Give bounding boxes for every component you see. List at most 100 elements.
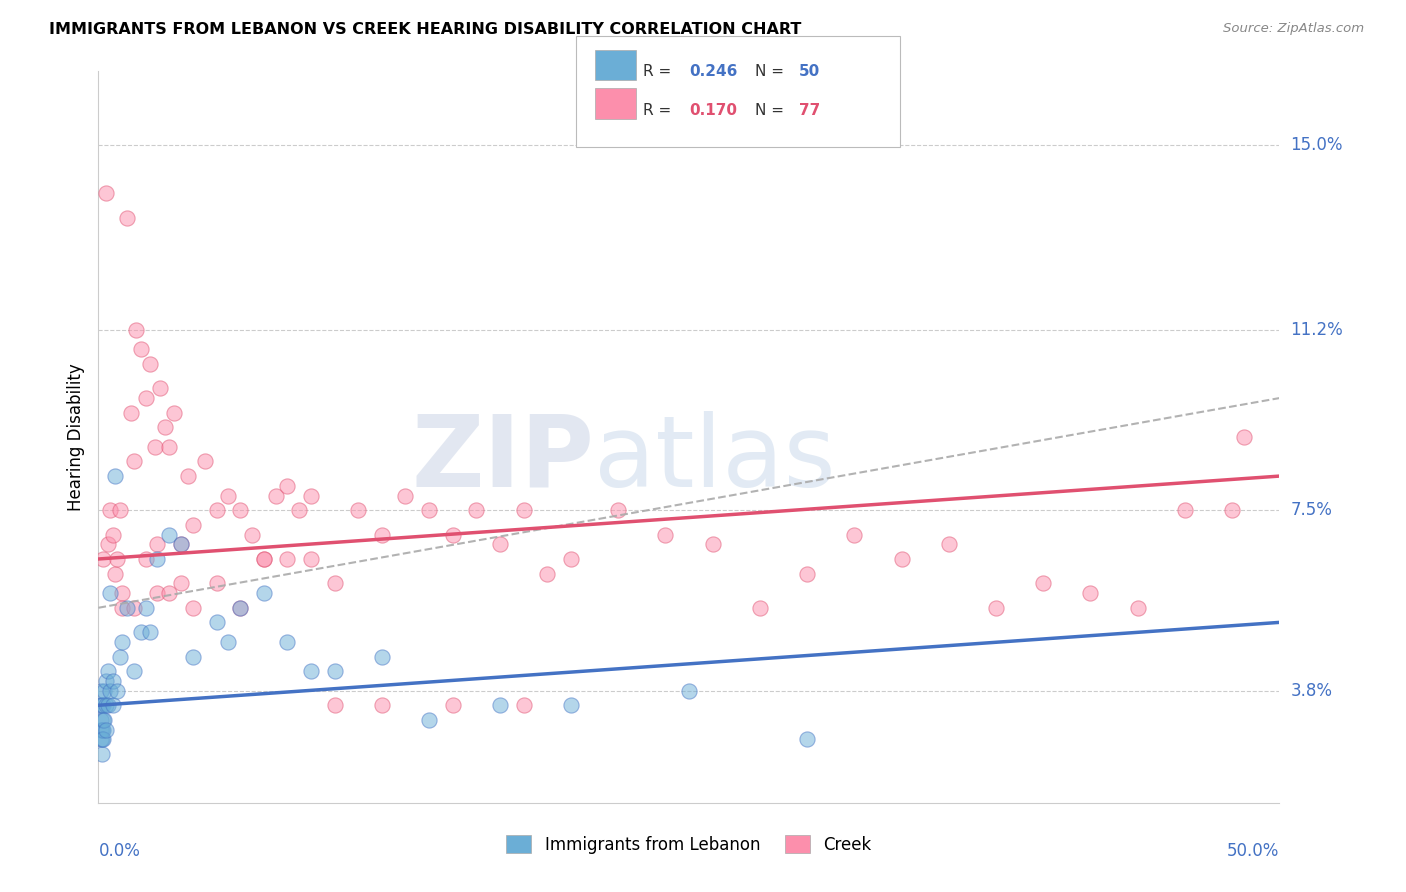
Point — [1174, 503, 1197, 517]
Legend: Immigrants from Lebanon, Creek: Immigrants from Lebanon, Creek — [499, 829, 879, 860]
Point — [1233, 430, 1256, 444]
Point — [125, 323, 148, 337]
Point — [371, 698, 394, 713]
Point — [217, 489, 239, 503]
Point — [512, 698, 534, 713]
Point — [157, 440, 180, 454]
Point — [181, 600, 204, 615]
Point — [560, 552, 582, 566]
Point — [796, 732, 818, 747]
Point — [177, 469, 200, 483]
Point — [139, 357, 162, 371]
Point — [890, 552, 912, 566]
Text: 7.5%: 7.5% — [1291, 501, 1333, 519]
Point — [122, 454, 145, 468]
Point — [108, 649, 131, 664]
Point — [91, 723, 114, 737]
Point — [170, 537, 193, 551]
Point — [111, 586, 134, 600]
Point — [163, 406, 186, 420]
Point — [135, 600, 157, 615]
Point — [489, 537, 512, 551]
Point — [149, 381, 172, 395]
Point — [94, 723, 117, 737]
Point — [288, 503, 311, 517]
Point — [512, 503, 534, 517]
Point — [299, 664, 322, 678]
Point — [111, 600, 134, 615]
Point — [170, 576, 193, 591]
Point — [465, 503, 488, 517]
Point — [105, 552, 128, 566]
Y-axis label: Hearing Disability: Hearing Disability — [66, 363, 84, 511]
Point — [347, 503, 370, 517]
Point — [108, 503, 131, 517]
Point — [94, 186, 117, 201]
Point — [205, 615, 228, 630]
Point — [796, 566, 818, 581]
Point — [1126, 600, 1149, 615]
Text: R =: R = — [643, 64, 671, 79]
Point — [94, 698, 117, 713]
Point — [1032, 576, 1054, 591]
Text: 77: 77 — [799, 103, 820, 118]
Text: 50: 50 — [799, 64, 820, 79]
Point — [101, 673, 124, 688]
Point — [489, 698, 512, 713]
Point — [240, 527, 263, 541]
Text: ZIP: ZIP — [412, 410, 595, 508]
Point — [90, 698, 112, 713]
Point — [105, 683, 128, 698]
Point — [90, 683, 112, 698]
Point — [984, 600, 1007, 615]
Point — [1080, 586, 1102, 600]
Point — [90, 732, 112, 747]
Text: IMMIGRANTS FROM LEBANON VS CREEK HEARING DISABILITY CORRELATION CHART: IMMIGRANTS FROM LEBANON VS CREEK HEARING… — [49, 22, 801, 37]
Point — [97, 698, 120, 713]
Point — [229, 600, 252, 615]
Point — [181, 517, 204, 532]
Point — [276, 479, 298, 493]
Point — [170, 537, 193, 551]
Text: N =: N = — [755, 64, 785, 79]
Point — [91, 723, 114, 737]
Point — [143, 440, 166, 454]
Point — [90, 713, 112, 727]
Text: atlas: atlas — [595, 410, 837, 508]
Point — [844, 527, 866, 541]
Text: 3.8%: 3.8% — [1291, 681, 1333, 699]
Point — [536, 566, 558, 581]
Point — [560, 698, 582, 713]
Point — [135, 391, 157, 405]
Point — [371, 527, 394, 541]
Text: 15.0%: 15.0% — [1291, 136, 1343, 153]
Point — [299, 552, 322, 566]
Point — [101, 527, 124, 541]
Point — [157, 527, 180, 541]
Point — [702, 537, 724, 551]
Point — [90, 723, 112, 737]
Point — [654, 527, 676, 541]
Text: 11.2%: 11.2% — [1291, 321, 1343, 339]
Point — [205, 576, 228, 591]
Point — [418, 713, 440, 727]
Point — [371, 649, 394, 664]
Point — [111, 635, 134, 649]
Point — [122, 600, 145, 615]
Point — [229, 600, 252, 615]
Point — [299, 489, 322, 503]
Point — [97, 664, 120, 678]
Point — [91, 732, 114, 747]
Point — [607, 503, 630, 517]
Text: 0.170: 0.170 — [689, 103, 737, 118]
Point — [418, 503, 440, 517]
Point — [104, 469, 127, 483]
Point — [441, 527, 464, 541]
Point — [91, 698, 114, 713]
Point — [135, 552, 157, 566]
Point — [93, 713, 115, 727]
Point — [98, 586, 121, 600]
Point — [93, 683, 115, 698]
Point — [264, 489, 287, 503]
Point — [91, 713, 114, 727]
